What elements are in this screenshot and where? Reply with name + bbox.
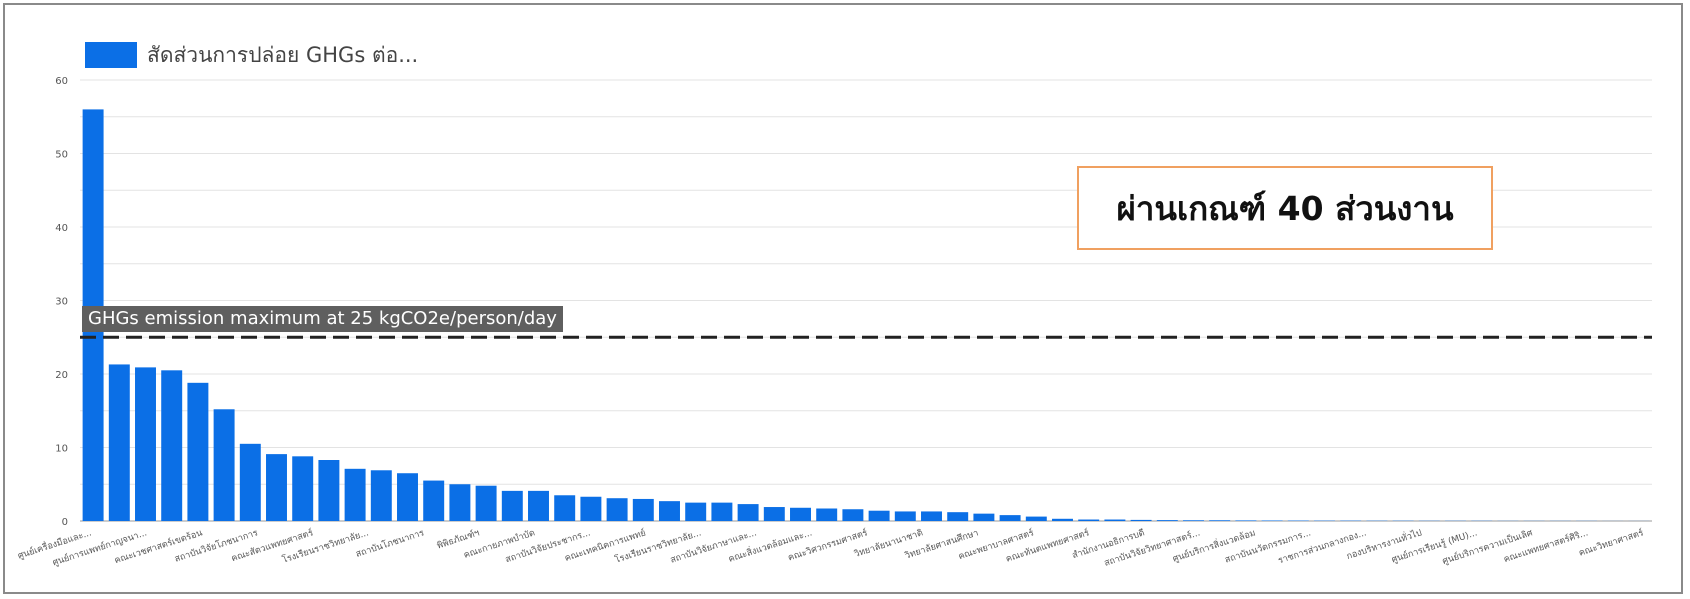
- bar: [135, 367, 156, 521]
- bar: [1078, 519, 1100, 521]
- legend-swatch: [85, 42, 137, 68]
- bar: [344, 468, 366, 521]
- y-tick-label: 30: [55, 297, 68, 308]
- bar: [737, 504, 759, 521]
- bar: [868, 510, 890, 521]
- legend-label: สัดส่วนการปล่อย GHGs ต่อ...: [147, 42, 419, 67]
- bar: [1025, 516, 1047, 521]
- y-tick-label: 40: [55, 223, 68, 234]
- bar: [475, 485, 497, 521]
- bar: [1183, 520, 1204, 521]
- bar: [554, 495, 576, 521]
- callout-box: ผ่านเกณฑ์ 40 ส่วนงาน: [1077, 166, 1493, 250]
- bar: [187, 382, 209, 521]
- bar: [685, 502, 707, 522]
- bar: [947, 512, 969, 521]
- bar: [1104, 519, 1126, 521]
- bar: [816, 508, 838, 521]
- threshold-annotation-label: GHGs emission maximum at 25 kgCO2e/perso…: [82, 306, 563, 332]
- bar: [763, 507, 785, 521]
- bar: [1261, 520, 1283, 521]
- bar: [239, 443, 261, 521]
- bar: [659, 501, 680, 521]
- bar: [1052, 518, 1073, 521]
- bar: [921, 511, 942, 521]
- bar: [161, 370, 183, 521]
- y-tick-label: 10: [55, 444, 68, 455]
- bar: [790, 507, 811, 521]
- callout-text: ผ่านเกณฑ์ 40 ส่วนงาน: [1116, 188, 1454, 228]
- x-tick-label: สถาบันวิจัยวิทยาศาสตร์...: [1102, 526, 1201, 568]
- bar: [580, 496, 602, 521]
- y-tick-label: 20: [55, 370, 68, 381]
- bar: [318, 460, 340, 521]
- bar: [213, 409, 235, 521]
- bar: [449, 484, 471, 521]
- bar: [606, 498, 628, 521]
- bar: [632, 498, 654, 521]
- bar: [423, 480, 445, 521]
- bar: [842, 509, 864, 521]
- bar: [397, 473, 418, 521]
- bar: [266, 454, 287, 521]
- bar: [894, 511, 916, 521]
- bar: [1156, 520, 1178, 521]
- bar: [370, 470, 392, 521]
- bar: [108, 364, 130, 521]
- bar: [1209, 520, 1231, 521]
- bar: [1130, 519, 1152, 521]
- x-tick-label: ศูนย์บริการความเป็นเลิศ: [1440, 525, 1534, 567]
- bar: [501, 490, 523, 521]
- y-tick-label: 0: [62, 517, 68, 528]
- bar: [711, 502, 733, 522]
- bar: [528, 490, 549, 521]
- y-tick-label: 60: [55, 76, 68, 87]
- bar: [1235, 520, 1257, 521]
- y-tick-label: 50: [55, 150, 68, 161]
- x-tick-label: คณะแพทยศาสตร์ศิริ...: [1502, 526, 1590, 565]
- legend: สัดส่วนการปล่อย GHGs ต่อ...: [85, 41, 418, 69]
- x-tick-label: ศูนย์การแพทย์กาญจนา...: [51, 526, 149, 568]
- bar: [292, 456, 314, 521]
- bar: [999, 515, 1021, 521]
- bar: [973, 513, 995, 521]
